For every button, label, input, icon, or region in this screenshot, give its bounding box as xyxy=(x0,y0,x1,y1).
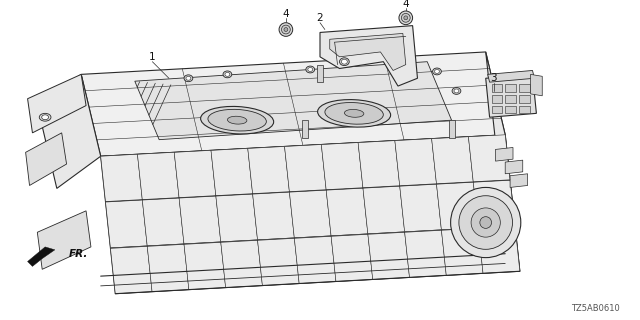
Polygon shape xyxy=(492,106,502,113)
Ellipse shape xyxy=(317,100,390,127)
Ellipse shape xyxy=(39,113,51,121)
Polygon shape xyxy=(519,84,529,92)
Polygon shape xyxy=(442,228,483,275)
Polygon shape xyxy=(28,247,55,266)
Polygon shape xyxy=(100,135,520,294)
Polygon shape xyxy=(436,182,478,230)
Polygon shape xyxy=(488,70,534,82)
Ellipse shape xyxy=(225,72,230,76)
Ellipse shape xyxy=(325,102,383,124)
Ellipse shape xyxy=(459,196,513,249)
Ellipse shape xyxy=(399,11,413,25)
Polygon shape xyxy=(363,186,404,234)
Polygon shape xyxy=(449,120,454,138)
Ellipse shape xyxy=(282,25,291,34)
Polygon shape xyxy=(111,246,152,294)
Polygon shape xyxy=(37,211,91,269)
Polygon shape xyxy=(28,74,86,133)
Polygon shape xyxy=(519,106,529,113)
Polygon shape xyxy=(486,52,520,271)
Ellipse shape xyxy=(401,13,410,22)
Polygon shape xyxy=(404,230,446,277)
Polygon shape xyxy=(37,74,100,188)
Ellipse shape xyxy=(480,217,492,228)
Polygon shape xyxy=(358,141,400,188)
Ellipse shape xyxy=(404,16,408,20)
Polygon shape xyxy=(474,180,515,228)
Text: 4: 4 xyxy=(283,9,289,19)
Polygon shape xyxy=(317,65,323,82)
Ellipse shape xyxy=(223,71,232,78)
Polygon shape xyxy=(221,240,262,288)
Polygon shape xyxy=(519,95,529,103)
Ellipse shape xyxy=(184,75,193,82)
Polygon shape xyxy=(331,234,372,282)
Polygon shape xyxy=(211,148,253,196)
Text: TZ5AB0610: TZ5AB0610 xyxy=(572,304,620,313)
Polygon shape xyxy=(510,174,527,188)
Ellipse shape xyxy=(452,88,461,94)
Ellipse shape xyxy=(227,116,247,124)
Polygon shape xyxy=(147,244,189,292)
Text: 1: 1 xyxy=(149,52,156,62)
Ellipse shape xyxy=(344,109,364,117)
Polygon shape xyxy=(100,154,142,202)
Ellipse shape xyxy=(454,89,459,93)
Ellipse shape xyxy=(306,66,315,73)
Polygon shape xyxy=(495,148,513,161)
Polygon shape xyxy=(257,238,299,285)
Polygon shape xyxy=(492,84,502,92)
Polygon shape xyxy=(395,139,436,186)
Polygon shape xyxy=(179,196,221,244)
Polygon shape xyxy=(81,52,505,156)
Ellipse shape xyxy=(471,208,500,237)
Polygon shape xyxy=(531,74,542,96)
Polygon shape xyxy=(368,232,410,279)
Text: 2: 2 xyxy=(317,13,323,23)
Polygon shape xyxy=(468,135,510,182)
Ellipse shape xyxy=(451,188,521,258)
Polygon shape xyxy=(26,133,67,186)
Polygon shape xyxy=(478,226,520,273)
Polygon shape xyxy=(321,143,363,190)
Ellipse shape xyxy=(342,59,348,64)
Polygon shape xyxy=(289,190,331,238)
Ellipse shape xyxy=(200,107,274,134)
Ellipse shape xyxy=(284,28,288,31)
Text: 4: 4 xyxy=(403,0,409,9)
Polygon shape xyxy=(294,236,336,284)
Polygon shape xyxy=(138,152,179,200)
Polygon shape xyxy=(142,198,184,246)
Ellipse shape xyxy=(435,69,440,73)
Polygon shape xyxy=(174,150,216,198)
Polygon shape xyxy=(248,147,289,194)
Polygon shape xyxy=(135,62,452,140)
Ellipse shape xyxy=(42,115,49,120)
Ellipse shape xyxy=(339,58,349,66)
Polygon shape xyxy=(431,137,474,184)
Ellipse shape xyxy=(433,68,442,75)
Ellipse shape xyxy=(308,68,313,71)
Polygon shape xyxy=(505,106,516,113)
Polygon shape xyxy=(285,145,326,192)
Polygon shape xyxy=(184,242,226,290)
Polygon shape xyxy=(505,84,516,92)
Ellipse shape xyxy=(279,23,292,36)
Polygon shape xyxy=(253,192,294,240)
Polygon shape xyxy=(320,26,417,86)
Polygon shape xyxy=(216,194,257,242)
Ellipse shape xyxy=(186,76,191,80)
Text: 3: 3 xyxy=(490,73,497,83)
Polygon shape xyxy=(505,160,523,174)
Polygon shape xyxy=(106,200,147,248)
Polygon shape xyxy=(492,95,502,103)
Polygon shape xyxy=(330,33,406,70)
Ellipse shape xyxy=(208,109,266,131)
Polygon shape xyxy=(326,188,368,236)
Polygon shape xyxy=(303,120,308,138)
Polygon shape xyxy=(505,95,516,103)
Polygon shape xyxy=(400,184,442,232)
Polygon shape xyxy=(486,74,536,117)
Text: FR.: FR. xyxy=(68,249,88,259)
